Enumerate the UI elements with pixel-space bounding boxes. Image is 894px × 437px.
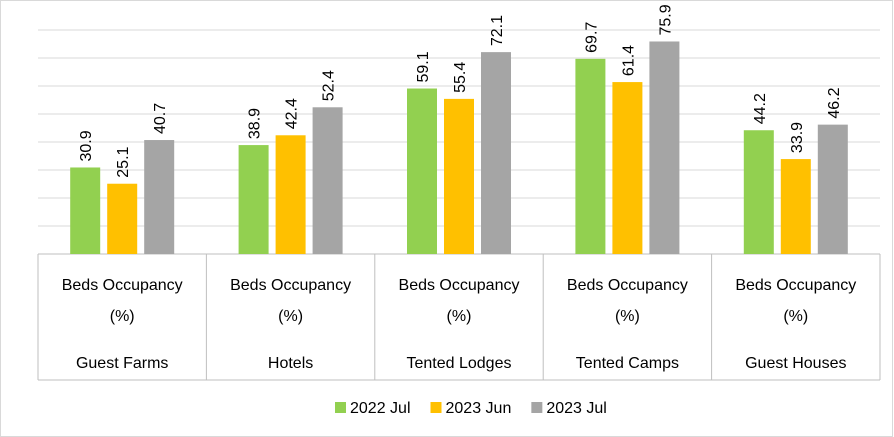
- bar: [275, 135, 306, 254]
- legend-label: 2023 Jun: [446, 400, 512, 417]
- data-label: 25.1: [115, 146, 132, 177]
- category-sublabel: Beds Occupancy (%): [398, 277, 520, 325]
- data-label: 38.9: [247, 108, 264, 139]
- bar: [144, 140, 175, 254]
- bar: [743, 130, 774, 254]
- data-label: 40.7: [152, 103, 169, 134]
- bar: [780, 159, 811, 254]
- category-sublabel: Beds Occupancy (%): [735, 277, 857, 325]
- bar: [312, 107, 343, 254]
- bar: [444, 98, 474, 254]
- legend-swatch: [335, 402, 346, 413]
- bar: [612, 82, 643, 254]
- category-sublabel: Beds Occupancy (%): [230, 277, 352, 325]
- bar: [107, 183, 138, 254]
- data-label: 75.9: [657, 4, 674, 35]
- data-label: 59.1: [415, 51, 432, 82]
- data-label: 69.7: [583, 22, 600, 53]
- data-label: 72.1: [489, 15, 506, 46]
- category-sublabel: Beds Occupancy (%): [566, 277, 688, 325]
- data-label: 33.9: [789, 122, 806, 153]
- data-label: 52.4: [321, 70, 338, 101]
- legend-label: 2023 Jul: [546, 400, 607, 417]
- bar: [481, 52, 511, 255]
- category-sublabel: Beds Occupancy (%): [61, 277, 183, 325]
- bar: [238, 145, 269, 254]
- bar: [70, 167, 101, 254]
- bar: [575, 58, 606, 255]
- data-label: 30.9: [78, 130, 95, 161]
- data-label: 44.2: [752, 93, 769, 124]
- data-label: 42.4: [284, 98, 301, 129]
- legend-swatch: [430, 402, 442, 413]
- legend-swatch: [531, 402, 543, 413]
- bar: [649, 41, 680, 255]
- x-tick-label: Tented Camps: [575, 355, 679, 372]
- x-tick-label: Tented Lodges: [406, 355, 512, 372]
- legend-label: 2022 Jul: [350, 400, 411, 417]
- x-tick-label: Guest Farms: [75, 355, 169, 372]
- bar: [407, 88, 437, 255]
- x-tick-label: Hotels: [267, 355, 314, 372]
- bar: [817, 124, 848, 254]
- data-label: 46.2: [826, 87, 843, 118]
- data-label: 61.4: [620, 45, 637, 76]
- x-tick-label: Guest Houses: [745, 355, 847, 372]
- data-label: 55.4: [452, 62, 469, 93]
